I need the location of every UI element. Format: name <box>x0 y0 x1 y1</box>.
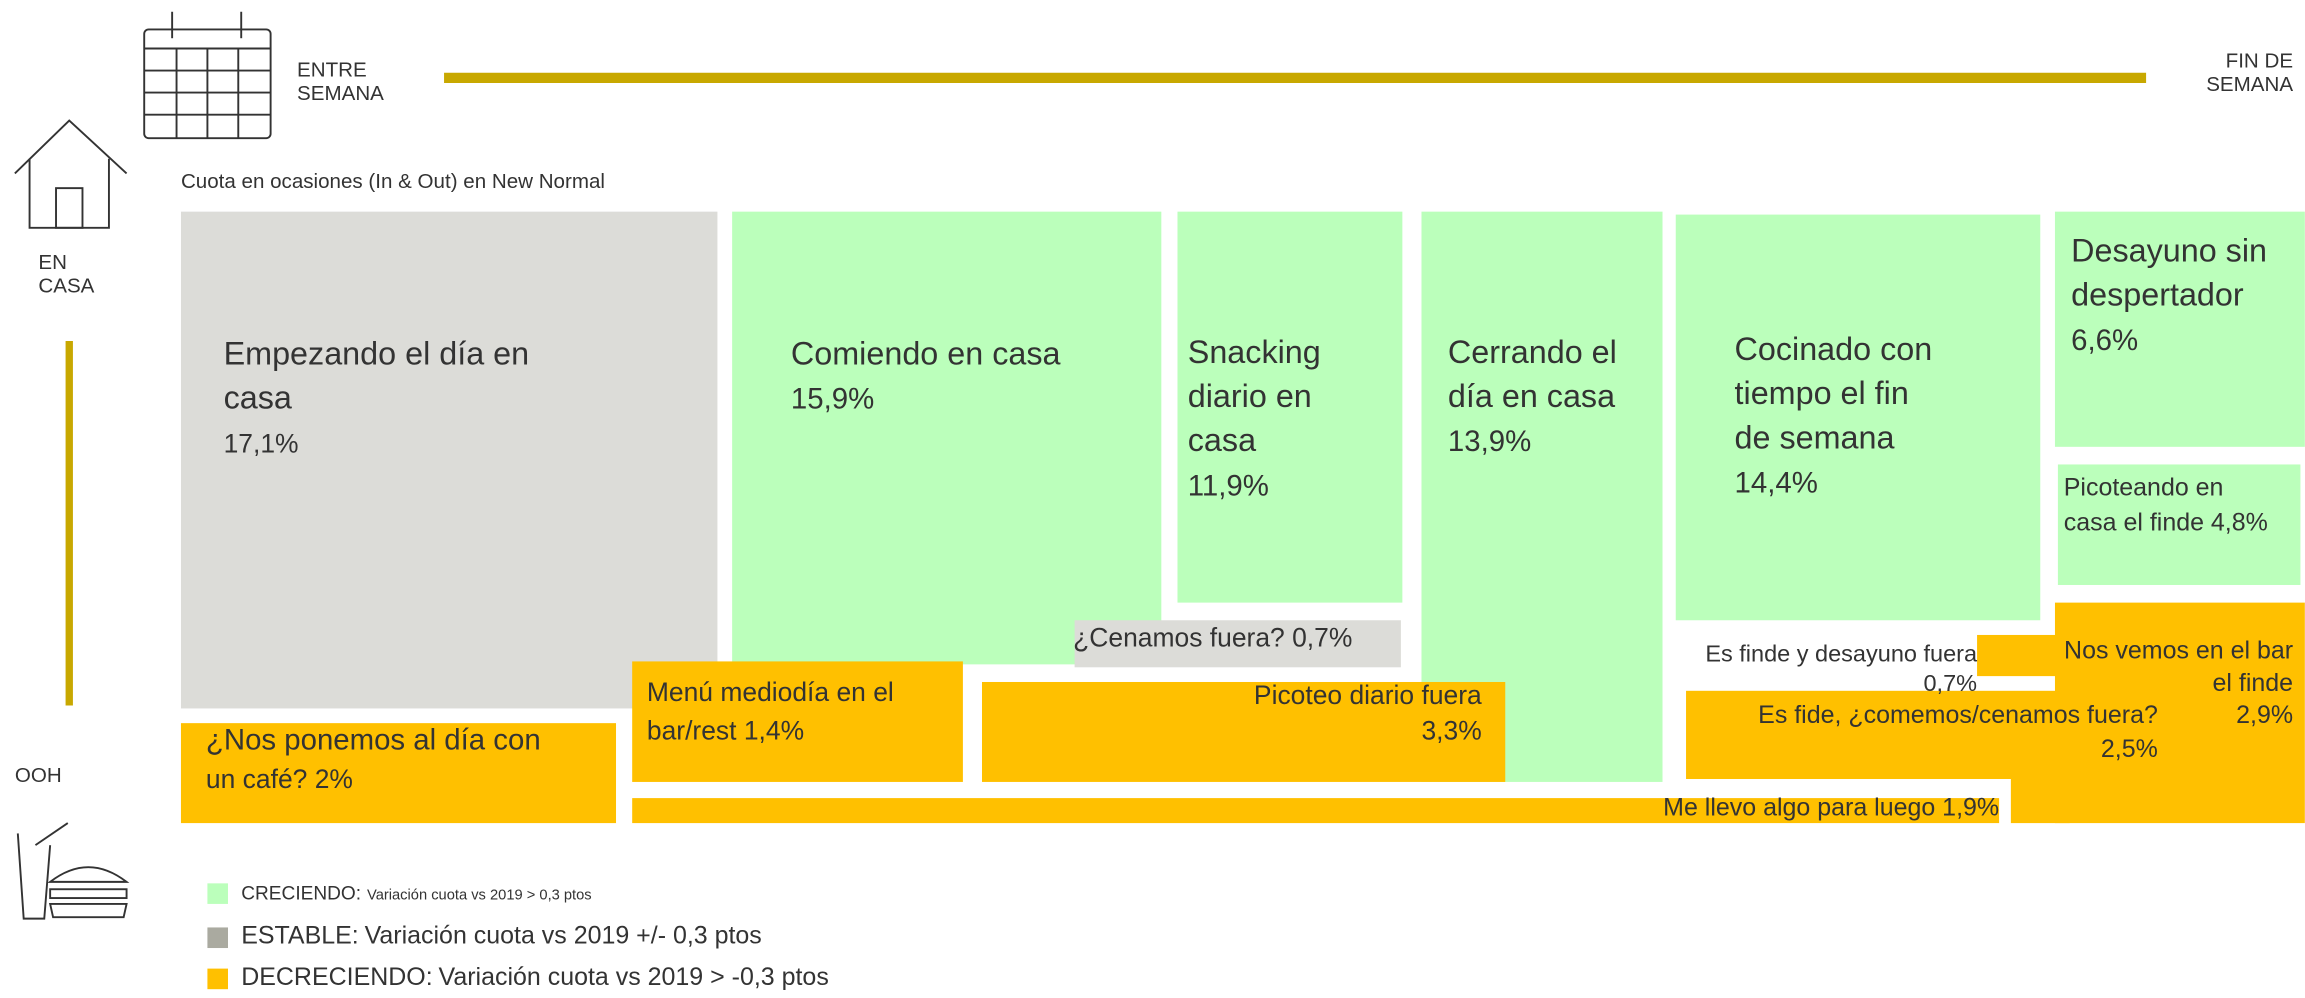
block <box>1074 620 1401 668</box>
block-label: 14,4% <box>1735 466 1818 499</box>
block-label: un café? 2% <box>206 764 353 794</box>
block-label: 0,7% <box>1923 670 1977 696</box>
block <box>632 661 963 782</box>
legend-label: CRECIENDO: <box>241 884 361 905</box>
legend-text: CRECIENDO: Variación cuota vs 2019 > 0,3 … <box>241 884 591 905</box>
block <box>180 723 617 824</box>
period-label: ENTRE <box>297 58 367 81</box>
block <box>180 211 718 709</box>
location-label: OOH <box>15 764 62 787</box>
block-label: 13,9% <box>1448 425 1531 458</box>
block-label: el finde <box>2213 669 2294 697</box>
legend-swatch <box>207 968 228 990</box>
block-label: Snacking <box>1188 334 1321 370</box>
block-label: Me llevo algo para luego 1,9% <box>1663 794 1999 822</box>
block-label: Picoteando en <box>2064 473 2224 501</box>
block <box>2010 778 2070 824</box>
block-label: 17,1% <box>224 429 299 459</box>
block <box>982 681 1506 782</box>
block-label: despertador <box>2071 277 2244 313</box>
block-label: ¿Nos ponemos al día con <box>206 724 541 757</box>
legend-description: Variación cuota vs 2019 > 0,3 ptos <box>367 888 592 904</box>
block-label: Desayuno sin <box>2071 233 2267 269</box>
legend-text: DECRECIENDO: Variación cuota vs 2019 > -0… <box>241 963 829 991</box>
block-label: diario en <box>1188 378 1312 414</box>
legend-description: Variación cuota vs 2019 +/- 0,3 ptos <box>365 922 762 950</box>
period-label: SEMANA <box>297 82 384 105</box>
block-label: Es fide, ¿comemos/cenamos fuera? <box>1758 701 2158 729</box>
block-label: casa el finde 4,8% <box>2064 509 2268 537</box>
block <box>2054 211 2305 447</box>
block <box>632 798 2000 824</box>
block-label: Nos vemos en el bar <box>2064 636 2293 664</box>
blocks <box>180 211 2305 824</box>
block-label: casa <box>224 380 292 416</box>
block-label: bar/rest 1,4% <box>647 715 804 745</box>
period-label: SEMANA <box>2206 73 2293 96</box>
block <box>1686 690 2167 779</box>
legend-text: ESTABLE: Variación cuota vs 2019 +/- 0,3 … <box>241 922 762 950</box>
block <box>1177 211 1403 603</box>
block-label: 3,3% <box>1421 715 1481 745</box>
block-label: tiempo el fin <box>1735 375 1909 411</box>
block-label: de semana <box>1735 419 1895 455</box>
location-label: EN <box>38 251 67 274</box>
block-label: 6,6% <box>2071 324 2138 357</box>
block-label: Picoteo diario fuera <box>1254 680 1482 710</box>
calendar-icon <box>143 11 272 140</box>
block-label: 15,9% <box>791 383 874 416</box>
block-label: Cerrando el <box>1448 334 1617 370</box>
block-label: Es finde y desayuno fuera <box>1705 640 1978 666</box>
food-icon <box>16 822 130 920</box>
location-label: CASA <box>38 274 94 297</box>
block-label: Empezando el día en <box>224 336 530 372</box>
block-label: 2,5% <box>2101 735 2158 763</box>
legend-label: DECRECIENDO: <box>241 963 432 991</box>
legend-swatch <box>207 883 228 904</box>
block <box>1977 634 2066 677</box>
subtitle: Cuota en ocasiones (In & Out) en New Nor… <box>181 170 605 193</box>
period-label: FIN DE <box>2226 50 2293 73</box>
block <box>732 211 1162 665</box>
legend-swatch <box>207 927 228 949</box>
legend-label: ESTABLE: <box>241 922 358 950</box>
block <box>2057 464 2301 585</box>
block-label: Comiendo en casa <box>791 336 1061 372</box>
block <box>1675 214 2041 621</box>
block-label: 11,9% <box>1188 469 1269 502</box>
block-label: 2,9% <box>2236 701 2293 729</box>
block-label: Cocinado con <box>1735 331 1933 367</box>
block-label: casa <box>1188 422 1256 458</box>
block-label: Menú mediodía en el <box>647 677 894 707</box>
legend-description: Variación cuota vs 2019 > -0,3 ptos <box>439 963 829 991</box>
house-icon <box>14 119 128 229</box>
block-label: día en casa <box>1448 378 1615 414</box>
block-label: ¿Cenamos fuera? 0,7% <box>1073 623 1352 653</box>
